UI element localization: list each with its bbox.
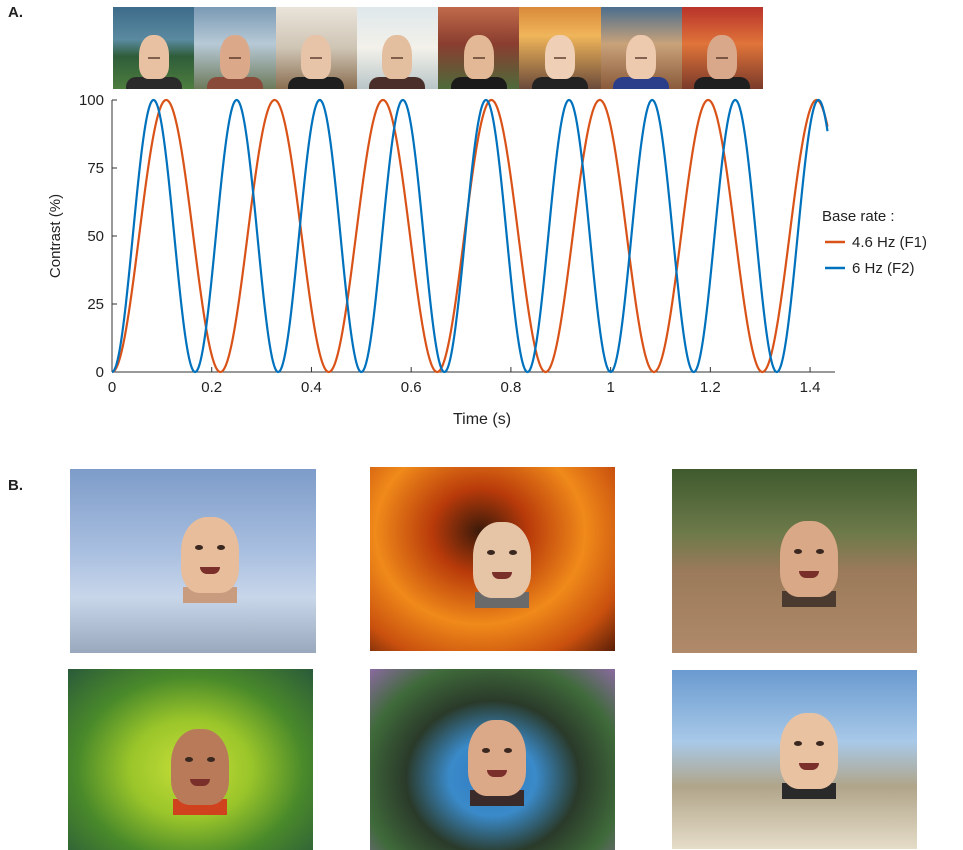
photo-fire	[370, 467, 615, 651]
strip-photo	[438, 7, 519, 89]
strip-photo-face	[139, 35, 169, 79]
legend-entry: 4.6 Hz (F1)	[852, 234, 927, 251]
photo-face-mouth	[190, 779, 210, 786]
photo-face-eye	[185, 757, 193, 762]
strip-photo	[113, 7, 194, 89]
photo-face-eye	[794, 741, 802, 746]
strip-photo	[682, 7, 763, 89]
photo-beach	[672, 670, 917, 849]
x-tick-label: 1	[606, 379, 614, 396]
strip-photo	[601, 7, 682, 89]
panel-b-label: B.	[8, 477, 23, 494]
photo-face	[171, 729, 229, 805]
chart-axes	[112, 100, 835, 372]
photo-face-eye	[816, 741, 824, 746]
photo-face-mouth	[200, 567, 220, 574]
y-tick-label: 25	[87, 296, 104, 313]
legend-title: Base rate :	[822, 208, 895, 225]
photo-face	[181, 517, 239, 593]
photo-face-eye	[504, 748, 512, 753]
x-axis-label: Time (s)	[453, 411, 511, 428]
strip-photo-face	[545, 35, 575, 79]
x-tick-label: 1.4	[800, 379, 821, 396]
series-line	[112, 100, 828, 372]
strip-photo-face	[707, 35, 737, 79]
photo-face-eye	[794, 549, 802, 554]
strip-photo-face	[220, 35, 250, 79]
strip-photo-face	[382, 35, 412, 79]
photo-face-mouth	[492, 572, 512, 579]
photo-face	[468, 720, 526, 796]
photo-face-eye	[816, 549, 824, 554]
x-tick-label: 0.2	[201, 379, 222, 396]
strip-photo	[194, 7, 275, 89]
y-tick-label: 75	[87, 160, 104, 177]
photo-butterfly	[370, 669, 615, 850]
x-tick-label: 0.6	[401, 379, 422, 396]
x-tick-label: 0.8	[500, 379, 521, 396]
y-tick-label: 0	[96, 364, 104, 381]
y-tick-label: 50	[87, 228, 104, 245]
chart-legend: Base rate : 4.6 Hz (F1) 6 Hz (F2)	[822, 208, 927, 277]
photo-face-eye	[509, 550, 517, 555]
photo-face	[780, 713, 838, 789]
series-line	[112, 100, 828, 372]
x-ticks: 0 0.2 0.4 0.6 0.8 1 1.2 1.4	[108, 367, 821, 396]
photo-skeleton	[672, 469, 917, 653]
x-tick-label: 1.2	[700, 379, 721, 396]
legend-entry: 6 Hz (F2)	[852, 260, 915, 277]
strip-photo	[357, 7, 438, 89]
strip-photo-face	[301, 35, 331, 79]
face-photo-strip	[113, 7, 763, 89]
photo-face-eye	[195, 545, 203, 550]
strip-photo	[519, 7, 600, 89]
photo-face	[780, 521, 838, 597]
strip-photo-face	[626, 35, 656, 79]
contrast-chart: 0 0.2 0.4 0.6 0.8 1 1.2 1.4 0 25 50 75 100 Time (s)…	[40, 88, 960, 433]
y-ticks: 0 25 50 75 100	[79, 92, 117, 381]
x-tick-label: 0.4	[301, 379, 322, 396]
photo-face-mouth	[799, 763, 819, 770]
photo-face-eye	[217, 545, 225, 550]
y-axis-label: Contrast (%)	[47, 194, 64, 278]
photo-face	[473, 522, 531, 598]
photo-face-eye	[207, 757, 215, 762]
chart-series	[112, 100, 828, 372]
photo-face-mouth	[487, 770, 507, 777]
x-tick-label: 0	[108, 379, 116, 396]
photo-face-eye	[482, 748, 490, 753]
photo-face-mouth	[799, 571, 819, 578]
photo-flowers	[68, 669, 313, 850]
y-tick-label: 100	[79, 92, 104, 109]
photo-face-eye	[487, 550, 495, 555]
strip-photo-face	[464, 35, 494, 79]
panel-a-label: A.	[8, 4, 23, 21]
photo-execution-room	[70, 469, 316, 653]
strip-photo	[276, 7, 357, 89]
